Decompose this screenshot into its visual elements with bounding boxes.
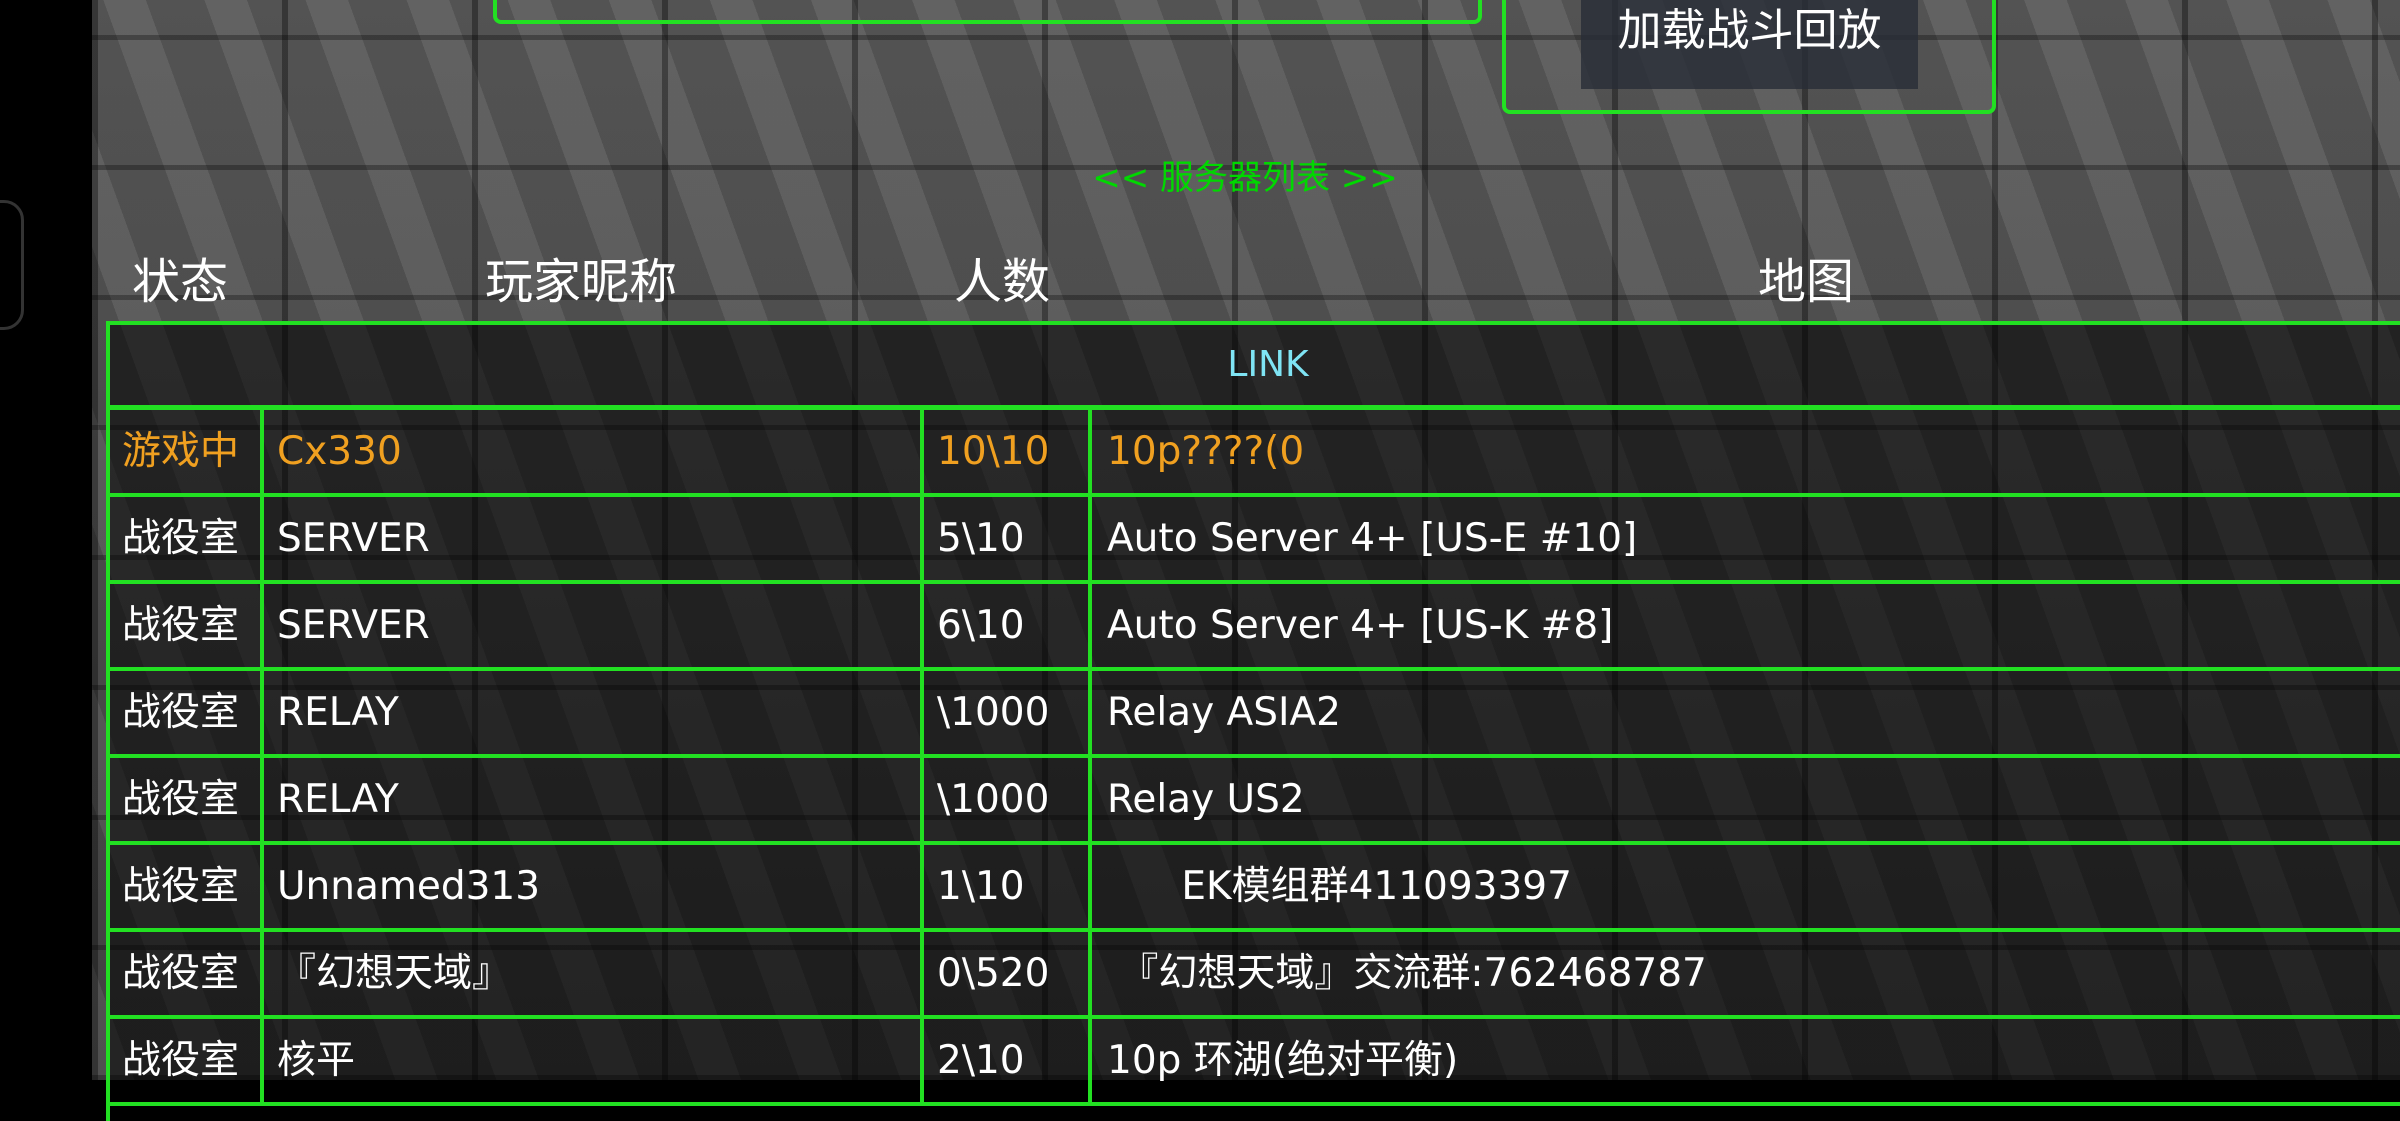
group-row-link[interactable]: LINK: [110, 325, 2400, 410]
cell-player: SERVER: [277, 603, 430, 648]
header-map: 地图: [1758, 254, 1855, 310]
cell-status: 战役室: [122, 864, 240, 909]
cell-count: 6\10: [937, 603, 1025, 648]
load-replay-button[interactable]: 加载战斗回放: [1581, 0, 1918, 89]
cell-player: 『幻想天域』: [277, 951, 512, 996]
cell-status: 战役室: [122, 690, 240, 735]
top-panel: [493, 0, 1482, 24]
server-row[interactable]: 战役室 RELAY \1000 Relay US2: [110, 758, 2400, 845]
cell-map: Relay ASIA2: [1107, 690, 1341, 735]
server-list-title: << 服务器列表 >>: [1092, 158, 1398, 198]
server-row[interactable]: 战役室 SERVER 5\10 Auto Server 4+ [US-E #10]: [110, 497, 2400, 584]
server-row[interactable]: 战役室 Unnamed313 1\10 EK模组群411093397: [110, 845, 2400, 932]
column-divider: [260, 406, 264, 1106]
cell-status: 战役室: [122, 1038, 240, 1083]
cell-status: 战役室: [122, 603, 240, 648]
column-divider: [920, 406, 924, 1106]
cell-map: Auto Server 4+ [US-K #8]: [1107, 603, 1614, 648]
server-row[interactable]: 战役室 『幻想天域』 0\520 『幻想天域』交流群:762468787: [110, 932, 2400, 1019]
cell-map: 10p 环湖(绝对平衡): [1107, 1038, 1459, 1083]
column-divider: [1088, 406, 1092, 1106]
cell-status: 战役室: [122, 951, 240, 996]
cell-count: 2\10: [937, 1038, 1025, 1083]
header-status: 状态: [132, 254, 229, 310]
cell-count: \1000: [937, 777, 1050, 822]
cell-count: 0\520: [937, 951, 1050, 996]
cell-status: 游戏中: [122, 429, 240, 474]
header-player: 玩家昵称: [485, 254, 678, 310]
cell-map: Auto Server 4+ [US-E #10]: [1107, 516, 1638, 561]
server-row[interactable]: 游戏中 Cx330 10\10 10p????(0: [110, 410, 2400, 497]
cell-count: 1\10: [937, 864, 1025, 909]
server-row[interactable]: 战役室 核平 2\10 10p 环湖(绝对平衡): [110, 1019, 2400, 1106]
cell-map: 10p????(0: [1107, 429, 1305, 474]
side-hexagon-icon[interactable]: [0, 200, 24, 330]
cell-count: \1000: [937, 690, 1050, 735]
server-table: LINK 游戏中 Cx330 10\10 10p????(0 战役室 SERVER 5\10…: [106, 321, 2400, 1121]
server-row[interactable]: 战役室 RELAY \1000 Relay ASIA2: [110, 671, 2400, 758]
replay-panel: [1502, 0, 1996, 114]
cell-player: Unnamed313: [277, 864, 541, 909]
cell-player: RELAY: [277, 777, 399, 822]
cell-player: SERVER: [277, 516, 430, 561]
header-count: 人数: [954, 254, 1051, 310]
cell-map: Relay US2: [1107, 777, 1305, 822]
cell-map: 『幻想天域』交流群:762468787: [1107, 951, 1707, 996]
cell-map: EK模组群411093397: [1107, 864, 1572, 909]
cell-player: 核平: [277, 1038, 356, 1083]
cell-player: Cx330: [277, 429, 402, 474]
cell-count: 10\10: [937, 429, 1050, 474]
cell-count: 5\10: [937, 516, 1025, 561]
server-row[interactable]: 战役室 SERVER 6\10 Auto Server 4+ [US-K #8]: [110, 584, 2400, 671]
cell-status: 战役室: [122, 777, 240, 822]
cell-player: RELAY: [277, 690, 399, 735]
cell-status: 战役室: [122, 516, 240, 561]
